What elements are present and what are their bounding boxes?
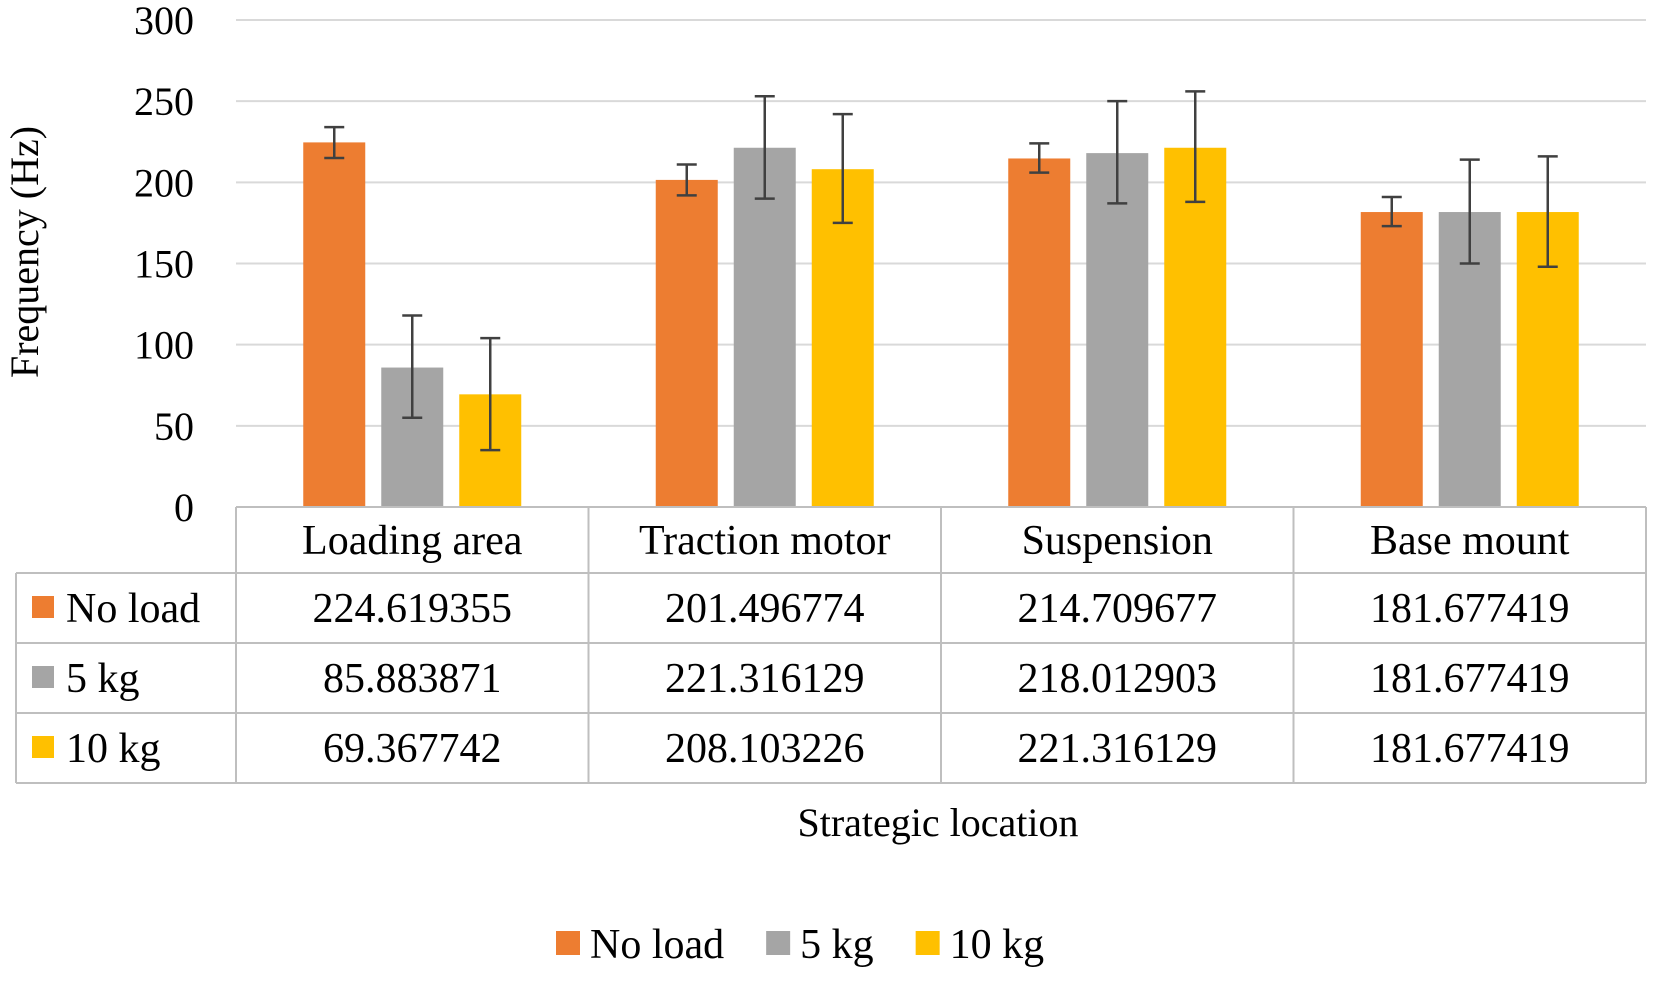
table-legend-swatch: [32, 666, 54, 688]
error-bar: [832, 112, 853, 225]
table-cell: 85.883871: [323, 656, 502, 702]
data-table: Loading area Traction motor Suspension Base…: [15, 506, 1647, 784]
error-bar: [1381, 195, 1402, 228]
table-cell: 69.367742: [323, 726, 502, 772]
bar: [1086, 153, 1149, 507]
bar: [1360, 212, 1423, 507]
error-bar: [1029, 142, 1050, 174]
table-legend-swatch: [32, 596, 54, 618]
y-axis-ticks: 0 50 100 150 200 250 300: [134, 0, 194, 530]
error-bar: [324, 125, 345, 160]
legend-label: 5 kg: [800, 922, 874, 968]
table-cell: 214.709677: [1018, 586, 1218, 632]
table-cell: 221.316129: [665, 656, 865, 702]
legend-label: No load: [590, 922, 724, 968]
legend-swatch: [766, 931, 791, 955]
y-tick-label: 0: [174, 485, 194, 530]
y-tick-label: 50: [154, 404, 194, 449]
error-bar: [1459, 158, 1480, 265]
y-tick-label: 200: [134, 160, 194, 205]
legend-label: 10 kg: [950, 922, 1045, 968]
bar: [1008, 158, 1071, 507]
table-cell: 221.316129: [1018, 726, 1218, 772]
table-cell: 181.677419: [1370, 656, 1570, 702]
table-legend-swatch: [32, 736, 54, 758]
bar: [811, 169, 874, 507]
category-label: Base mount: [1370, 518, 1570, 564]
bar: [1164, 147, 1227, 507]
category-label: Traction motor: [639, 518, 891, 564]
table-cell: 218.012903: [1018, 656, 1218, 702]
category-label: Loading area: [302, 518, 523, 564]
x-axis-title: Strategic location: [797, 800, 1078, 845]
table-row-label: 10 kg: [66, 726, 161, 772]
error-bar: [480, 336, 501, 452]
error-bar: [1537, 155, 1558, 268]
table-cell: 181.677419: [1370, 586, 1570, 632]
y-tick-label: 100: [134, 323, 194, 368]
y-tick-label: 150: [134, 242, 194, 287]
table-cell: 208.103226: [665, 726, 865, 772]
legend: No load 5 kg 10 kg: [556, 922, 1044, 968]
table-cell: 181.677419: [1370, 726, 1570, 772]
error-bars: [324, 90, 1558, 452]
table-row-label: No load: [66, 586, 200, 632]
gridlines: [236, 19, 1646, 508]
legend-swatch: [915, 931, 940, 955]
bar: [655, 179, 718, 508]
legend-swatch: [556, 931, 580, 955]
bar: [733, 147, 796, 507]
error-bar: [676, 163, 697, 197]
error-bar: [1185, 90, 1206, 204]
error-bar: [754, 95, 775, 200]
table-row-label: 5 kg: [66, 656, 140, 702]
y-axis-title: Frequency (Hz): [2, 126, 47, 378]
error-bar: [1107, 99, 1128, 205]
category-label: Suspension: [1022, 518, 1213, 564]
table-cell: 224.619355: [313, 586, 513, 632]
y-tick-label: 250: [134, 79, 194, 124]
table-cell: 201.496774: [665, 586, 865, 632]
y-tick-label: 300: [134, 0, 194, 43]
error-bar: [402, 314, 423, 419]
bar: [303, 142, 366, 507]
